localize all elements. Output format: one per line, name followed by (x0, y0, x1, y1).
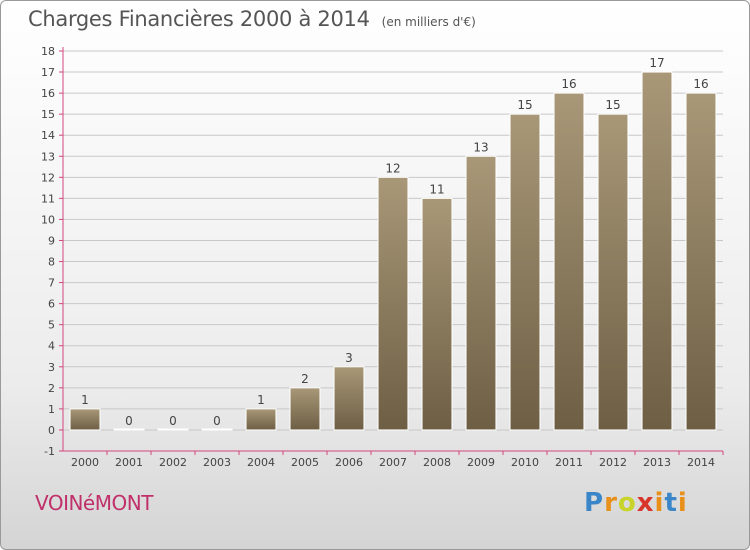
logo-letter: i (654, 488, 665, 518)
y-tick-label: 0 (48, 424, 55, 437)
y-tick-label: 6 (48, 298, 55, 311)
data-label: 2 (301, 372, 309, 386)
bar (113, 428, 145, 431)
y-tick-label: 7 (48, 277, 55, 290)
data-label: 11 (429, 182, 444, 196)
data-label: 1 (81, 393, 89, 407)
bar (553, 92, 585, 431)
bar (289, 387, 321, 431)
bar (201, 428, 233, 431)
data-label: 15 (517, 98, 532, 112)
data-label: 12 (385, 161, 400, 175)
bars (69, 71, 717, 431)
x-tick-label: 2002 (159, 456, 187, 469)
axes (59, 47, 724, 455)
bar (597, 113, 629, 431)
data-label: 3 (345, 351, 353, 365)
labels: -101234567891011121314151617181200002001… (41, 45, 715, 469)
bar (509, 113, 541, 431)
x-tick-label: 2000 (71, 456, 99, 469)
data-label: 17 (649, 56, 664, 70)
data-label: 0 (213, 414, 221, 428)
x-tick-label: 2005 (291, 456, 319, 469)
x-tick-label: 2003 (203, 456, 231, 469)
x-tick-label: 2010 (511, 456, 539, 469)
logo-letter: i (677, 488, 688, 518)
x-tick-label: 2004 (247, 456, 275, 469)
data-label: 15 (605, 98, 620, 112)
x-tick-label: 2008 (423, 456, 451, 469)
data-label: 16 (693, 77, 708, 91)
logo-letter: o (617, 488, 637, 518)
y-tick-label: 3 (48, 361, 55, 374)
logo-letter: r (604, 488, 618, 518)
y-tick-label: 9 (48, 234, 55, 247)
x-tick-label: 2001 (115, 456, 143, 469)
y-tick-label: 5 (48, 319, 55, 332)
bar (465, 155, 497, 431)
x-tick-label: 2011 (555, 456, 583, 469)
bar (377, 176, 409, 431)
y-tick-label: 12 (41, 171, 55, 184)
y-tick-label: -1 (44, 445, 55, 458)
x-tick-label: 2012 (599, 456, 627, 469)
chart-unit-note: (en milliers d'€) (381, 15, 476, 29)
bar (245, 408, 277, 431)
data-label: 0 (169, 414, 177, 428)
data-label: 1 (257, 393, 265, 407)
x-tick-label: 2009 (467, 456, 495, 469)
commune-name: VOINéMONT (35, 491, 153, 515)
chart-title-text: Charges Financières 2000 à 2014 (28, 7, 370, 31)
data-label: 0 (125, 414, 133, 428)
bar (641, 71, 673, 431)
y-tick-label: 10 (41, 213, 55, 226)
x-tick-label: 2006 (335, 456, 363, 469)
bar (157, 428, 189, 431)
logo-letter: x (636, 488, 655, 518)
bar (69, 408, 101, 431)
y-tick-label: 4 (48, 340, 55, 353)
y-tick-label: 18 (41, 45, 55, 58)
y-tick-label: 14 (41, 129, 55, 142)
bar (421, 197, 453, 431)
proxiti-logo: Proxiti (584, 488, 688, 518)
y-tick-label: 1 (48, 403, 55, 416)
data-label: 16 (561, 77, 576, 91)
data-label: 13 (473, 140, 488, 154)
y-tick-label: 2 (48, 382, 55, 395)
y-tick-label: 16 (41, 87, 55, 100)
y-tick-label: 11 (41, 192, 55, 205)
bar (685, 92, 717, 431)
bar (333, 366, 365, 431)
chart-title: Charges Financières 2000 à 2014 (en milli… (28, 7, 476, 31)
y-tick-label: 15 (41, 108, 55, 121)
y-tick-label: 13 (41, 150, 55, 163)
x-tick-label: 2013 (643, 456, 671, 469)
x-tick-label: 2007 (379, 456, 407, 469)
x-tick-label: 2014 (687, 456, 715, 469)
logo-letter: P (584, 488, 605, 518)
logo-letter: t (664, 488, 678, 518)
y-tick-label: 17 (41, 66, 55, 79)
y-tick-label: 8 (48, 256, 55, 269)
